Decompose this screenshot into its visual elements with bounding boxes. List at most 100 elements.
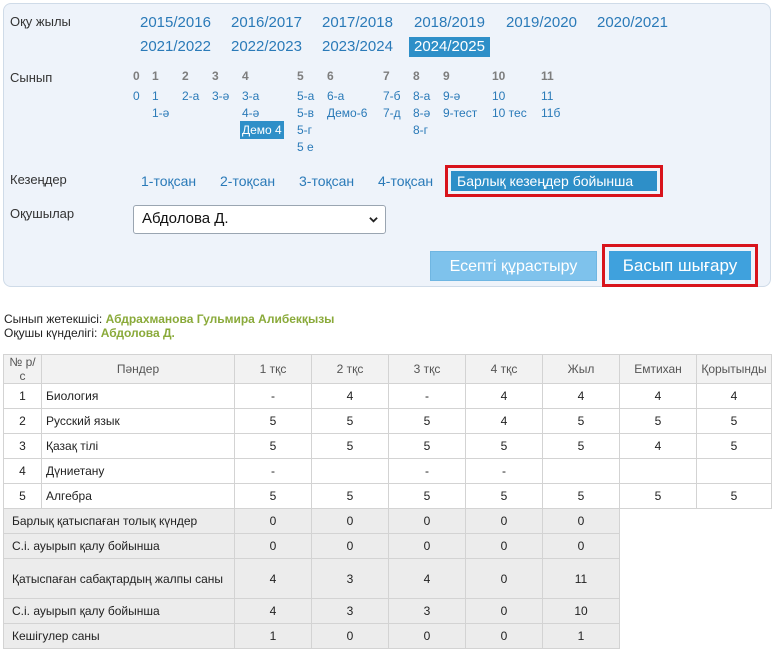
class-link-11[interactable]: 11 [541,89,554,103]
summary-cell: 0 [234,533,312,559]
row-number: 4 [3,458,42,484]
grade-cell: 5 [465,433,543,459]
class-label: Сынып [10,70,53,85]
period-link-all-active[interactable]: Барлық кезеңдер бойынша [451,171,657,191]
summary-cell: 0 [542,508,620,534]
year-link-2015-2016[interactable]: 2015/2016 [140,14,211,31]
year-link-2016-2017[interactable]: 2016/2017 [231,14,302,31]
class-link-2-a[interactable]: 2-а [182,89,200,103]
header-subject: Пәндер [41,354,235,384]
summary-cell: 0 [388,508,466,534]
summary-cell: 0 [465,623,543,649]
header-q4: 4 тқс [465,354,543,384]
summary-label: Барлық қатыспаған толық күндер [3,508,235,534]
summary-cell: 0 [465,533,543,559]
period-link-3[interactable]: 3-тоқсан [299,173,355,189]
summary-cell: 11 [542,558,620,599]
class-link-7-d[interactable]: 7-д [383,106,401,120]
class-link-10[interactable]: 10 [492,89,506,103]
summary-cell: 0 [465,558,543,599]
year-link-2017-2018[interactable]: 2017/2018 [322,14,393,31]
period-link-1[interactable]: 1-тоқсан [141,173,197,189]
print-button[interactable]: Басып шығару [609,251,751,280]
year-link-2020-2021[interactable]: 2020/2021 [597,14,668,31]
class-link-8-g[interactable]: 8-г [413,123,429,137]
grade-cell: 5 [388,483,466,509]
class-link-5-a[interactable]: 5-а [297,89,315,103]
build-report-button[interactable]: Есепті құрастыру [430,251,597,281]
grade-cell: 4 [619,383,697,409]
year-link-2024-2025-active[interactable]: 2024/2025 [409,37,490,57]
class-link-9-ae[interactable]: 9-ә [443,89,461,103]
grade-cell: - [388,383,466,409]
grade-cell: - [465,458,543,484]
period-link-4[interactable]: 4-тоқсан [378,173,434,189]
class-link-6-a[interactable]: 6-а [327,89,345,103]
subject-name: Биология [41,383,235,409]
summary-cell: 0 [388,533,466,559]
class-link-7-b[interactable]: 7-б [383,89,401,103]
year-link-2021-2022[interactable]: 2021/2022 [140,38,211,55]
grade-cell [542,458,620,484]
table-row: 5 Алгебра 5 5 5 5 5 5 5 [3,483,772,509]
header-number: № р/с [3,354,42,384]
class-link-8-ae[interactable]: 8-ә [413,106,431,120]
class-teacher-label: Сынып жетекшісі: [4,312,103,326]
summary-cell: 0 [542,533,620,559]
summary-empty [619,533,772,559]
class-teacher-line: Сынып жетекшісі: Абдрахманова Гульмира А… [4,312,334,326]
class-link-demo-6[interactable]: Демо-6 [327,106,368,120]
class-link-1[interactable]: 1 [152,89,159,103]
grade-cell: 5 [388,408,466,434]
class-link-10-tes[interactable]: 10 тес [492,106,527,120]
class-teacher-name: Абдрахманова Гульмира Алибекқызы [105,312,335,326]
student-diary-line: Оқушы күнделігі: Абдолова Д. [4,326,175,340]
year-link-2019-2020[interactable]: 2019/2020 [506,14,577,31]
grade-head-3: 3 [212,69,219,83]
period-link-2[interactable]: 2-тоқсан [220,173,276,189]
table-header-row: № р/с Пәндер 1 тқс 2 тқс 3 тқс 4 тқс Жыл… [3,354,772,384]
summary-label: С.і. ауырып қалу бойынша [3,533,235,559]
year-link-2022-2023[interactable]: 2022/2023 [231,38,302,55]
student-select[interactable]: Абдолова Д. [133,205,386,234]
grade-head-9: 9 [443,69,450,83]
class-link-8-a[interactable]: 8-а [413,89,431,103]
class-link-3-a[interactable]: 3-а [242,89,260,103]
grade-head-10: 10 [492,69,506,83]
class-link-4-ae[interactable]: 4-ә [242,106,260,120]
grade-cell: 4 [465,383,543,409]
grade-cell: 5 [696,433,772,459]
class-link-5-v[interactable]: 5-в [297,106,315,120]
header-q2: 2 тқс [311,354,389,384]
grade-head-11: 11 [541,69,554,83]
class-link-5-g[interactable]: 5-г [297,123,313,137]
grade-cell: 5 [311,408,389,434]
subject-name: Дүниетану [41,458,235,484]
class-link-9-test[interactable]: 9-тест [443,106,478,120]
grade-cell: - [234,458,312,484]
grade-cell [696,458,772,484]
grade-cell: 4 [619,433,697,459]
header-q3: 3 тқс [388,354,466,384]
student-diary-label: Оқушы күнделігі: [4,326,98,340]
grades-table: № р/с Пәндер 1 тқс 2 тқс 3 тқс 4 тқс Жыл… [3,354,772,649]
year-link-2023-2024[interactable]: 2023/2024 [322,38,393,55]
summary-cell: 4 [234,598,312,624]
summary-empty [619,598,772,624]
year-link-2018-2019[interactable]: 2018/2019 [414,14,485,31]
grade-cell: 5 [696,483,772,509]
class-link-1-ae[interactable]: 1-ә [152,106,170,120]
grade-head-6: 6 [327,69,334,83]
summary-cell: 0 [311,623,389,649]
grade-cell: 4 [465,408,543,434]
class-link-0[interactable]: 0 [133,89,140,103]
class-link-demo-4-active[interactable]: Демо 4 [240,121,284,139]
summary-label: Кешігулер саны [3,623,235,649]
row-number: 5 [3,483,42,509]
summary-empty [619,558,772,599]
class-link-5-e[interactable]: 5 е [297,140,314,154]
summary-cell: 4 [388,558,466,599]
class-link-11b[interactable]: 11б [541,106,561,120]
grade-cell: 5 [234,408,312,434]
class-link-3-ae[interactable]: 3-ә [212,89,230,103]
